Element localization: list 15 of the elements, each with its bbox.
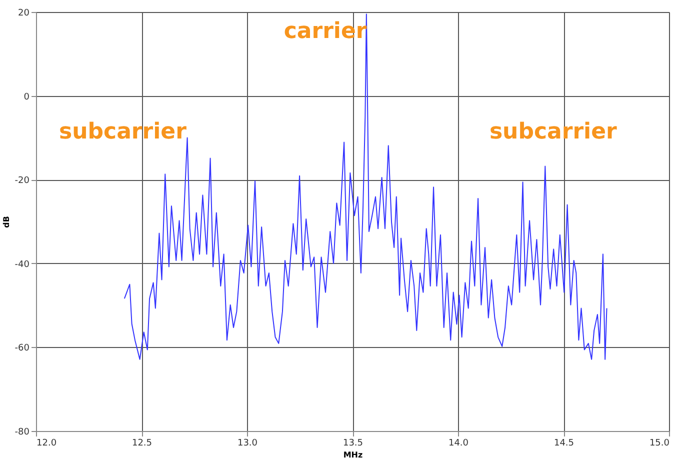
y-tick-label: -40 [14,260,30,270]
x-tick-label: 12.5 [132,438,152,448]
y-tick-label: 0 [24,92,30,102]
x-tick-label: 13.0 [237,438,258,448]
x-tick-label: 14.0 [448,438,469,448]
y-tick-label: 20 [18,8,30,18]
x-tick-label: 15.0 [649,438,670,448]
x-tick-label: 13.5 [342,438,364,448]
x-tick-label: 14.5 [554,438,574,448]
y-tick-label: -20 [14,176,30,186]
x-axis-title: MHz [343,450,363,460]
y-tick-label: -80 [14,428,30,438]
x-tick-label: 12.0 [36,438,57,448]
y-axis-title: dB [2,216,11,228]
y-tick-label: -60 [14,344,30,354]
